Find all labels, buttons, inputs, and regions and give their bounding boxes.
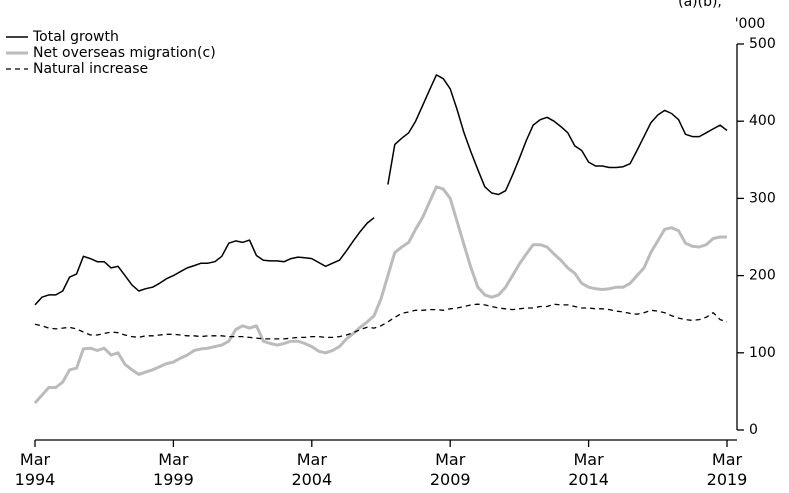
x-tick-label: Mar 1999 <box>153 450 194 489</box>
series-line <box>34 74 728 306</box>
legend-label: Net overseas migration(c) <box>33 45 216 61</box>
series-line <box>34 303 728 340</box>
y-tick-label: 400 <box>749 113 776 129</box>
y-tick-label: 200 <box>749 268 776 284</box>
x-tick-label: Mar 2014 <box>568 450 609 489</box>
x-tick-label: Mar 2004 <box>291 450 333 489</box>
series-line <box>33 185 727 405</box>
x-tick-label: Mar 1994 <box>14 450 56 489</box>
y-tick-label: 500 <box>749 36 776 52</box>
y-tick-label: 300 <box>749 190 776 206</box>
legend-label: Natural increase <box>33 61 148 77</box>
y-tick-label: 100 <box>749 345 776 361</box>
y-tick-label: 0 <box>749 422 758 438</box>
x-tick-label: Mar 2019 <box>706 450 748 489</box>
y-axis-label: '000 <box>735 16 766 32</box>
chart-title: (a)(b), <box>678 0 722 10</box>
x-tick-label: Mar 2009 <box>429 450 471 489</box>
legend-label: Total growth <box>32 29 119 45</box>
